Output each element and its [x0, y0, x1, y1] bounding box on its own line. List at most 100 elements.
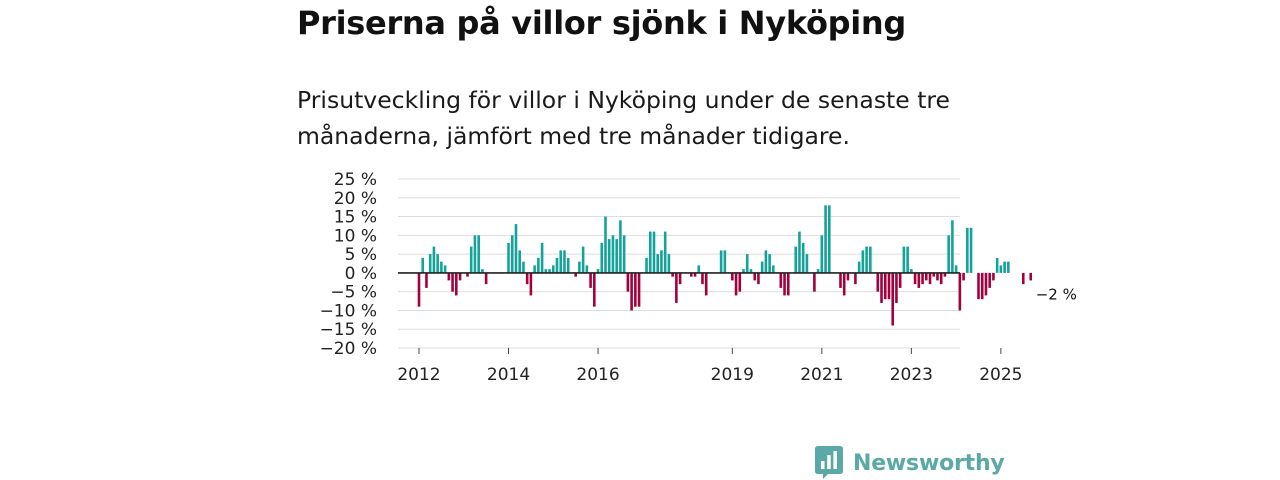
- bar: [951, 220, 954, 273]
- bar: [977, 272, 980, 300]
- bar: [481, 269, 484, 273]
- bar: [648, 231, 652, 273]
- bar: [514, 224, 518, 273]
- y-tick-label: −5 %: [330, 283, 377, 303]
- bar: [988, 272, 991, 288]
- bar: [436, 254, 439, 273]
- bar: [432, 246, 436, 273]
- bar: [902, 246, 906, 273]
- bar: [921, 272, 924, 285]
- bar: [540, 242, 544, 273]
- bar: [458, 272, 462, 281]
- bar: [551, 265, 555, 273]
- bar: [566, 257, 570, 273]
- bar: [876, 272, 880, 292]
- bar: [1029, 272, 1033, 281]
- bar: [675, 272, 678, 303]
- bar: [768, 254, 771, 273]
- x-tick-label: 2025: [979, 365, 1022, 385]
- gridlines: [398, 178, 960, 349]
- bar: [611, 235, 615, 273]
- y-tick-label: 20 %: [334, 189, 377, 209]
- bar: [604, 216, 607, 273]
- y-tick-label: 5 %: [345, 245, 377, 265]
- bar: [947, 235, 950, 273]
- bar: [484, 272, 488, 285]
- newsworthy-logo-icon: [815, 446, 843, 479]
- bar: [1003, 261, 1006, 273]
- bar: [578, 261, 581, 273]
- bar: [563, 250, 566, 273]
- bar: [816, 269, 820, 273]
- bar: [824, 205, 827, 273]
- bar: [731, 272, 734, 281]
- bar: [473, 235, 477, 273]
- bar: [869, 246, 872, 273]
- bar: [440, 261, 443, 273]
- brand-logo: Newsworthy: [815, 446, 1005, 480]
- bar: [805, 254, 809, 273]
- x-tick-label: 2021: [800, 365, 843, 385]
- bar: [760, 261, 764, 273]
- y-tick-label: 0 %: [345, 264, 377, 284]
- bar: [813, 272, 816, 292]
- bar: [510, 235, 514, 273]
- bar: [622, 235, 626, 273]
- bar: [794, 246, 798, 273]
- bar: [798, 231, 801, 273]
- bar: [984, 272, 988, 296]
- bar: [637, 272, 641, 307]
- bar: [525, 272, 529, 285]
- bar: [667, 254, 671, 273]
- bar: [779, 272, 783, 288]
- bar: [634, 272, 637, 307]
- bar: [719, 250, 723, 273]
- bar: [443, 265, 447, 273]
- bar: [630, 272, 633, 311]
- bar: [883, 272, 887, 300]
- bar: [559, 250, 563, 273]
- bar: [936, 272, 939, 281]
- bar: [842, 272, 846, 296]
- data-labels: −2 %: [1036, 285, 1077, 303]
- bar: [723, 250, 727, 273]
- bar: [1007, 261, 1010, 273]
- bar: [932, 272, 936, 277]
- bar: [529, 272, 533, 296]
- x-tick-label: 2012: [397, 365, 440, 385]
- bar: [522, 261, 525, 273]
- bar: [704, 272, 708, 296]
- bar: [693, 272, 697, 277]
- bar: [589, 272, 592, 288]
- bar: [917, 272, 921, 288]
- bar: [428, 254, 432, 273]
- bar: [656, 254, 660, 273]
- bar: [801, 242, 805, 273]
- bar: [839, 272, 842, 288]
- bar: [895, 272, 898, 303]
- bar: [593, 272, 596, 307]
- x-tick-label: 2014: [487, 365, 530, 385]
- bar: [992, 272, 995, 281]
- bar: [671, 272, 674, 277]
- y-axis: 25 %20 %15 %10 %5 %0 %−5 %−10 %−15 %−20 …: [320, 170, 377, 359]
- bar: [820, 235, 824, 273]
- chart-subtitle: Prisutveckling för villor i Nyköping und…: [297, 86, 951, 150]
- bar: [861, 250, 865, 273]
- bar: [753, 272, 756, 281]
- bar: [619, 220, 622, 273]
- bar: [749, 269, 753, 273]
- bar: [645, 257, 648, 273]
- chart-title: Priserna på villor sjönk i Nyköping: [297, 4, 906, 42]
- bar: [574, 272, 577, 277]
- bar: [451, 272, 454, 292]
- bar: [678, 272, 682, 285]
- bar: [995, 257, 999, 273]
- bar: [600, 242, 604, 273]
- bar: [626, 272, 630, 292]
- bar: [924, 272, 928, 281]
- bar: [537, 257, 540, 273]
- x-tick-label: 2019: [711, 365, 754, 385]
- bar: [828, 205, 831, 273]
- y-tick-label: 15 %: [334, 208, 377, 228]
